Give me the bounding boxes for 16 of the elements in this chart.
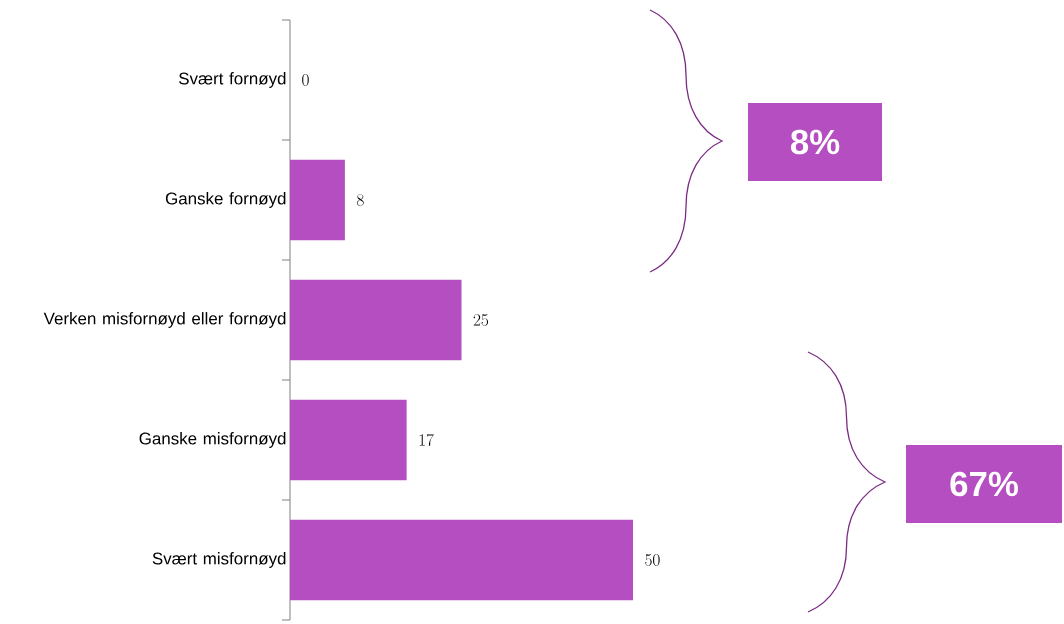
data-label: 25 <box>473 314 489 326</box>
bar <box>290 279 462 361</box>
data-label: 17 <box>419 433 434 446</box>
data-label: 0 <box>302 74 309 86</box>
y-tick-label: Svært fornøyd <box>179 72 286 88</box>
text: 67% <box>950 471 1018 497</box>
text: 8% <box>790 129 840 155</box>
bar <box>290 519 634 601</box>
data-label: 50 <box>645 554 660 566</box>
data-label: 8 <box>356 194 364 206</box>
y-tick-label: Svært misfornøyd <box>152 552 286 568</box>
y-tick-label: Ganske misfornøyd <box>139 432 286 448</box>
y-tick-label: Verken misfornøyd eller fornøyd <box>43 312 286 328</box>
bar <box>290 159 345 241</box>
bar <box>290 399 407 481</box>
y-tick-label: Ganske fornøyd <box>165 192 286 208</box>
